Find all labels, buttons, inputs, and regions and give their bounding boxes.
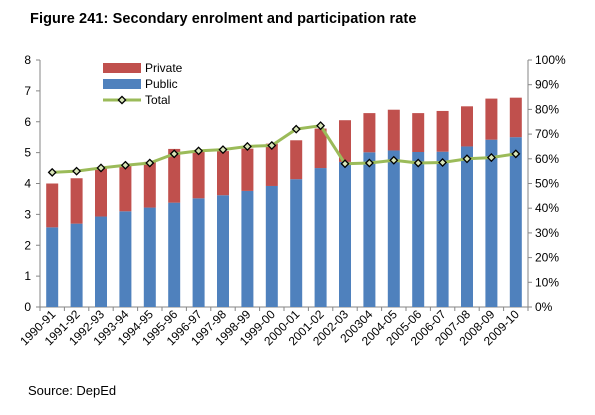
total-line-marker <box>389 155 399 165</box>
bar-public <box>509 137 522 307</box>
bar-private <box>436 110 449 152</box>
right-tick-label: 10% <box>535 275 559 289</box>
bar-private <box>290 140 303 180</box>
total-line-marker <box>486 153 496 163</box>
bar-public <box>70 223 83 307</box>
total-line-marker <box>72 166 82 176</box>
total-line-marker <box>267 140 277 150</box>
legend-swatch-private <box>103 63 141 73</box>
total-line-marker <box>145 158 155 168</box>
bar-public <box>485 139 498 307</box>
bar-public <box>339 161 351 307</box>
left-tick-label: 0 <box>24 300 31 314</box>
bar-private <box>461 106 473 147</box>
bar-private <box>46 183 59 228</box>
left-tick-label: 7 <box>24 84 31 98</box>
bar-private <box>314 128 327 169</box>
bar-public <box>314 168 327 307</box>
total-line-marker <box>462 154 472 164</box>
right-tick-label: 0% <box>535 300 553 314</box>
bar-private <box>143 161 156 208</box>
total-line-marker <box>47 167 57 177</box>
total-line-marker <box>364 158 374 168</box>
right-tick-label: 30% <box>535 226 559 240</box>
total-line-marker <box>218 145 228 155</box>
bar-public <box>412 152 425 307</box>
right-tick-label: 70% <box>535 127 559 141</box>
bar-private <box>339 120 351 162</box>
right-tick-label: 60% <box>535 152 559 166</box>
total-line-marker <box>96 163 106 173</box>
left-tick-label: 6 <box>24 115 31 129</box>
total-line-marker <box>316 121 326 131</box>
right-tick-label: 40% <box>535 201 559 215</box>
bar-private <box>265 143 278 186</box>
total-line-marker <box>340 159 350 169</box>
bar-private <box>509 97 522 138</box>
total-line-marker <box>120 160 130 170</box>
left-tick-label: 4 <box>24 177 31 191</box>
bar-private <box>119 164 132 212</box>
right-tick-label: 100% <box>535 53 566 67</box>
left-tick-label: 8 <box>24 53 31 67</box>
left-tick-label: 3 <box>24 207 31 221</box>
chart-axes <box>36 59 532 311</box>
total-line-series <box>47 121 521 177</box>
bar-public <box>119 211 132 307</box>
left-tick-label: 1 <box>24 269 31 283</box>
source-note: Source: DepEd <box>28 383 117 398</box>
chart-legend: Private Public Total <box>103 61 183 107</box>
bar-public <box>290 179 303 307</box>
bar-private <box>485 98 498 140</box>
bar-private <box>192 151 205 199</box>
chart-bars <box>46 97 522 307</box>
legend-label-public: Public <box>145 77 178 91</box>
right-tick-label: 50% <box>535 177 559 191</box>
right-tick-label: 80% <box>535 102 559 116</box>
left-tick-label: 5 <box>24 146 31 160</box>
bar-private <box>412 113 425 153</box>
bar-public <box>363 152 376 307</box>
right-tick-label: 90% <box>535 78 559 92</box>
legend-label-private: Private <box>145 61 183 75</box>
total-line-marker <box>291 124 301 134</box>
bar-private <box>70 178 83 224</box>
bar-public <box>95 216 107 307</box>
legend-label-total: Total <box>145 93 170 107</box>
bar-public <box>461 146 473 307</box>
bar-private <box>363 113 376 153</box>
bar-public <box>217 195 229 307</box>
total-line-marker <box>413 158 423 168</box>
bar-public <box>387 150 400 307</box>
bar-public <box>436 151 449 307</box>
right-tick-label: 20% <box>535 251 559 265</box>
bar-private <box>241 148 254 191</box>
bar-public <box>168 202 181 307</box>
left-tick-label: 2 <box>24 238 31 252</box>
total-line-marker <box>438 157 448 168</box>
legend-swatch-public <box>103 79 141 89</box>
bar-public <box>192 198 205 307</box>
bar-public <box>241 190 254 307</box>
total-line-marker <box>511 149 521 159</box>
bar-private <box>217 151 229 196</box>
bar-public <box>143 207 156 307</box>
bar-private <box>387 109 400 151</box>
bar-private <box>168 148 181 203</box>
total-line-marker <box>169 149 179 159</box>
bar-private <box>95 168 107 217</box>
bar-public <box>46 227 59 307</box>
total-line-marker <box>242 141 252 151</box>
total-line-marker <box>194 146 204 156</box>
legend-marker-total <box>117 95 127 105</box>
bar-public <box>265 185 278 307</box>
figure-title: Figure 241: Secondary enrolment and part… <box>30 11 417 27</box>
